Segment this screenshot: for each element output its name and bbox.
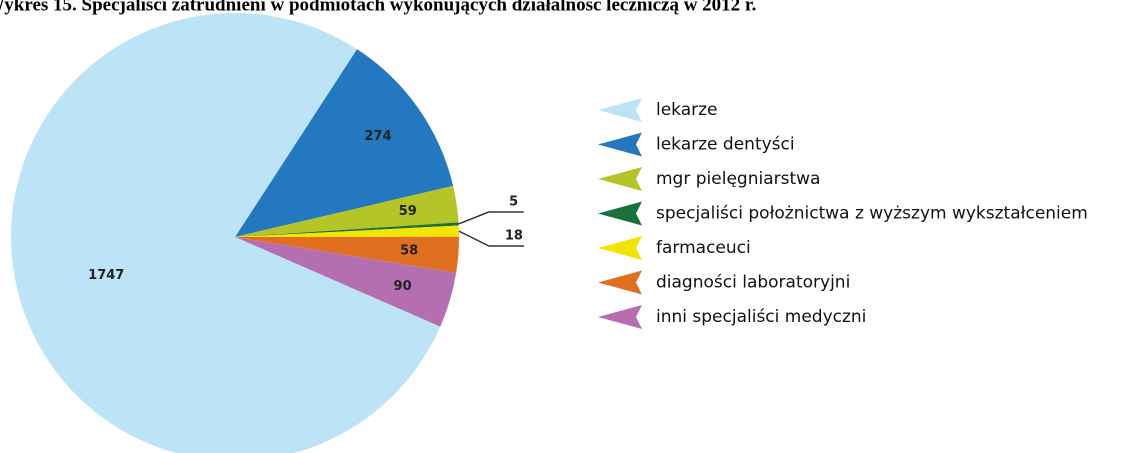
legend-label: mgr pielęgniarstwa <box>656 169 820 189</box>
pie-slice <box>235 237 457 327</box>
legend-label: specjaliści położnictwa z wyższym wykszt… <box>656 204 1088 224</box>
data-label: 274 <box>364 129 391 144</box>
legend-label: diagności laboratoryjni <box>656 273 850 293</box>
legend-marker <box>598 132 642 157</box>
data-label: 90 <box>394 279 412 294</box>
legend-marker <box>598 236 642 260</box>
legend-marker <box>598 270 642 295</box>
legend-marker <box>598 167 642 191</box>
legend-label: lekarze dentyści <box>656 135 795 155</box>
data-label: 18 <box>505 229 523 244</box>
pie-slice <box>235 222 459 237</box>
pie-slice <box>235 49 454 238</box>
data-label: 1747 <box>88 268 124 283</box>
legend-marker <box>598 305 642 329</box>
leader-line <box>458 230 524 247</box>
legend-label: inni specjaliści medyczni <box>656 307 866 327</box>
leader-line <box>458 211 524 225</box>
data-label: 5 <box>509 195 518 210</box>
data-label: 58 <box>400 243 418 258</box>
pie-slice <box>11 13 441 453</box>
legend-marker <box>598 98 642 122</box>
pie-slice <box>235 225 459 237</box>
legend-label: farmaceuci <box>656 238 751 258</box>
data-label: 59 <box>399 204 417 219</box>
pie-slice <box>235 185 459 237</box>
pie-slice <box>235 236 459 273</box>
legend-marker <box>598 201 642 226</box>
legend-label: lekarze <box>656 100 718 120</box>
chart-title: Wykres 15. Specjaliści zatrudnieni w pod… <box>0 0 756 15</box>
